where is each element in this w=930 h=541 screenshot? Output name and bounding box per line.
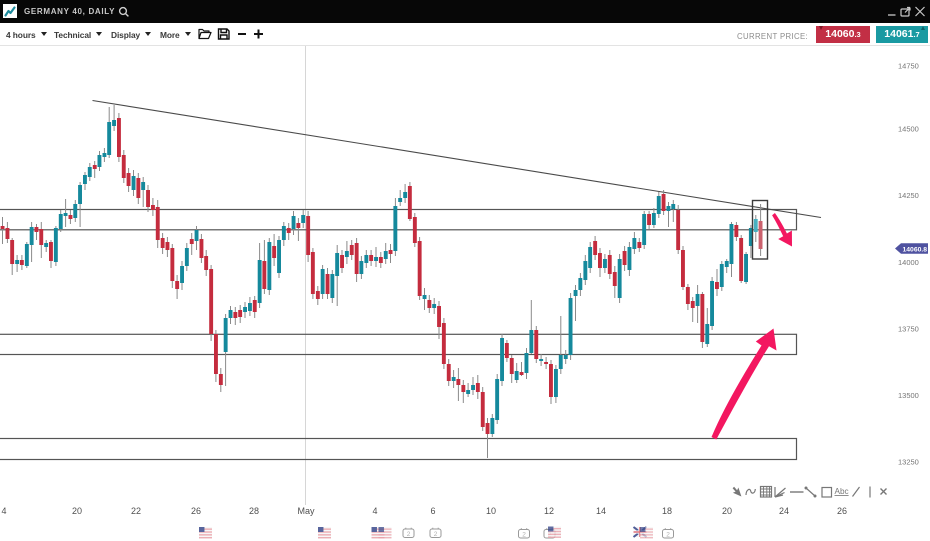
svg-text:2: 2 bbox=[434, 531, 438, 538]
svg-text:2: 2 bbox=[522, 532, 526, 539]
svg-text:18: 18 bbox=[662, 506, 672, 516]
svg-text:13250: 13250 bbox=[898, 458, 919, 467]
svg-text:24: 24 bbox=[779, 506, 789, 516]
svg-text:14: 14 bbox=[596, 506, 606, 516]
svg-text:May: May bbox=[297, 506, 315, 516]
svg-text:14250: 14250 bbox=[898, 191, 919, 200]
svg-text:20: 20 bbox=[722, 506, 732, 516]
svg-text:Abc: Abc bbox=[835, 487, 849, 496]
svg-text:10: 10 bbox=[486, 506, 496, 516]
svg-text:4: 4 bbox=[372, 506, 377, 516]
svg-text:14500: 14500 bbox=[898, 125, 919, 134]
svg-text:4: 4 bbox=[1, 506, 6, 516]
svg-text:26: 26 bbox=[191, 506, 201, 516]
svg-text:14000: 14000 bbox=[898, 258, 919, 267]
svg-text:14060.8: 14060.8 bbox=[903, 246, 928, 253]
svg-text:2: 2 bbox=[666, 532, 670, 539]
svg-text:28: 28 bbox=[249, 506, 259, 516]
svg-text:14750: 14750 bbox=[898, 62, 919, 71]
svg-text:13750: 13750 bbox=[898, 325, 919, 334]
svg-text:13500: 13500 bbox=[898, 391, 919, 400]
svg-text:26: 26 bbox=[837, 506, 847, 516]
svg-text:20: 20 bbox=[72, 506, 82, 516]
svg-text:22: 22 bbox=[131, 506, 141, 516]
svg-text:2: 2 bbox=[407, 531, 411, 538]
svg-text:12: 12 bbox=[544, 506, 554, 516]
svg-text:6: 6 bbox=[430, 506, 435, 516]
